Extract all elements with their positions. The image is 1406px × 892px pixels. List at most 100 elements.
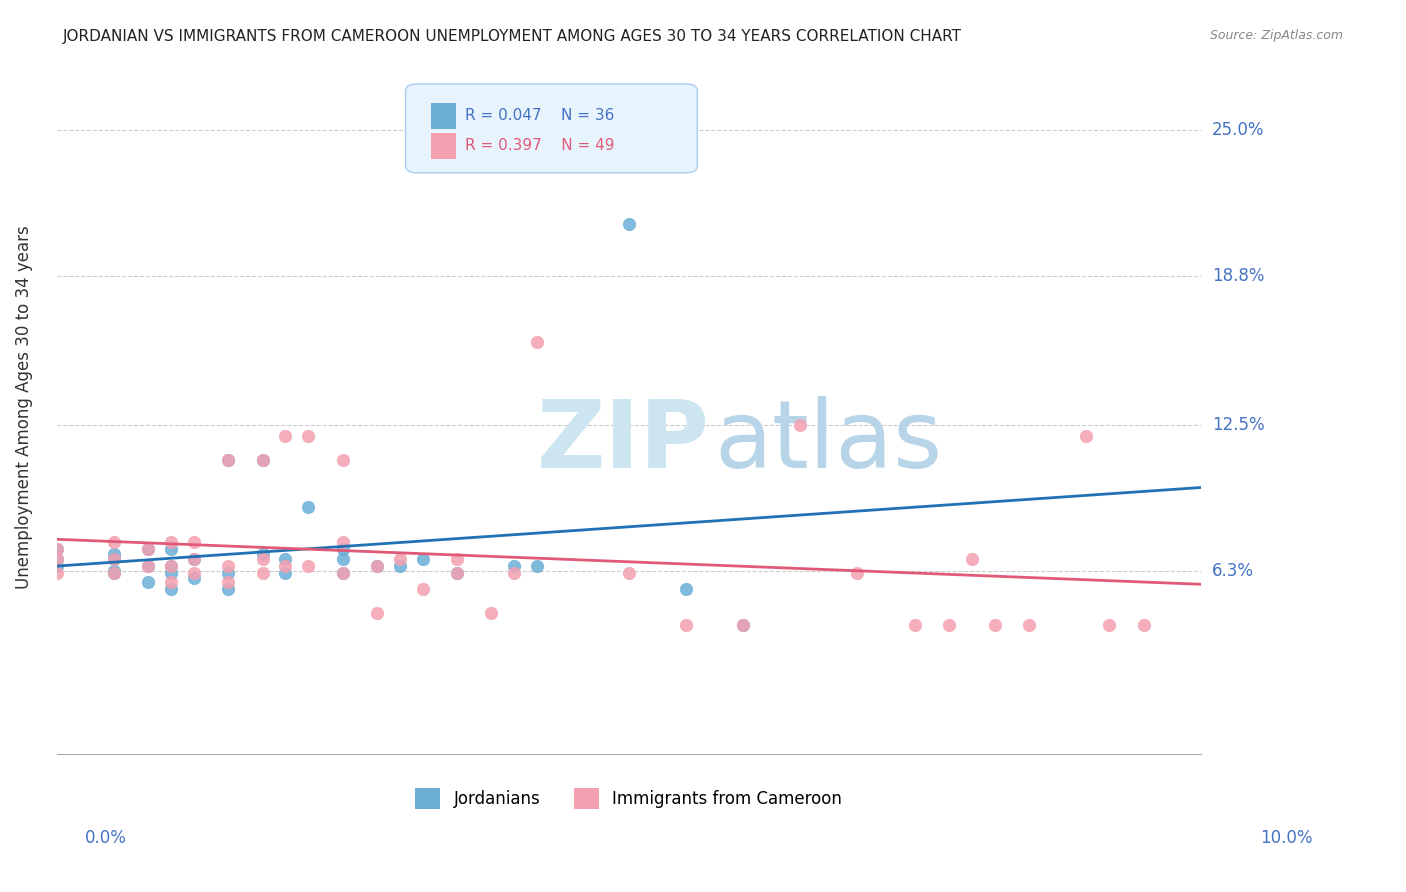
Text: 18.8%: 18.8% xyxy=(1212,268,1264,285)
Point xyxy=(904,617,927,632)
FancyBboxPatch shape xyxy=(430,103,456,129)
Point xyxy=(366,558,388,573)
Point xyxy=(1076,429,1098,443)
Point xyxy=(446,566,468,580)
Point xyxy=(617,566,640,580)
Text: ZIP: ZIP xyxy=(537,396,710,488)
Point xyxy=(412,551,434,566)
Text: R = 0.047    N = 36: R = 0.047 N = 36 xyxy=(465,108,614,123)
Text: 6.3%: 6.3% xyxy=(1212,562,1254,580)
Text: atlas: atlas xyxy=(714,396,943,488)
Point xyxy=(136,558,159,573)
Text: Source: ZipAtlas.com: Source: ZipAtlas.com xyxy=(1209,29,1343,42)
Y-axis label: Unemployment Among Ages 30 to 34 years: Unemployment Among Ages 30 to 34 years xyxy=(15,225,32,589)
Point xyxy=(183,551,205,566)
Point xyxy=(332,453,354,467)
Point xyxy=(183,566,205,580)
Point xyxy=(103,535,125,549)
Point xyxy=(274,566,297,580)
Text: 10.0%: 10.0% xyxy=(1260,829,1313,847)
Point xyxy=(274,558,297,573)
Point xyxy=(160,582,183,597)
Point xyxy=(103,547,125,561)
Point xyxy=(297,558,319,573)
Point xyxy=(160,566,183,580)
Point xyxy=(297,500,319,514)
Text: 12.5%: 12.5% xyxy=(1212,416,1264,434)
Point xyxy=(217,575,239,590)
Point xyxy=(183,571,205,585)
Point xyxy=(103,566,125,580)
Point xyxy=(412,582,434,597)
Point xyxy=(183,535,205,549)
Point xyxy=(446,551,468,566)
Point xyxy=(733,617,755,632)
Point xyxy=(45,551,67,566)
Point xyxy=(366,606,388,620)
Point xyxy=(503,558,526,573)
Point xyxy=(160,558,183,573)
Point xyxy=(252,453,274,467)
Point xyxy=(984,617,1007,632)
Point xyxy=(1098,617,1121,632)
Point xyxy=(217,558,239,573)
Point xyxy=(103,564,125,578)
FancyBboxPatch shape xyxy=(430,133,456,159)
Point xyxy=(217,582,239,597)
Point xyxy=(183,551,205,566)
Point xyxy=(503,566,526,580)
Point xyxy=(274,551,297,566)
Legend: Jordanians, Immigrants from Cameroon: Jordanians, Immigrants from Cameroon xyxy=(409,781,849,815)
Point xyxy=(217,566,239,580)
Point xyxy=(332,535,354,549)
Point xyxy=(274,429,297,443)
Point xyxy=(217,453,239,467)
Point xyxy=(388,558,411,573)
Point xyxy=(252,453,274,467)
Point xyxy=(252,547,274,561)
Point xyxy=(136,542,159,557)
Point xyxy=(675,617,697,632)
Point xyxy=(789,417,811,432)
Point xyxy=(160,535,183,549)
Point xyxy=(388,551,411,566)
Point xyxy=(332,542,354,557)
Point xyxy=(45,551,67,566)
Point xyxy=(136,558,159,573)
Point xyxy=(103,566,125,580)
Point xyxy=(526,335,548,350)
Point xyxy=(103,551,125,566)
Point xyxy=(846,566,869,580)
FancyBboxPatch shape xyxy=(405,84,697,173)
Text: 25.0%: 25.0% xyxy=(1212,121,1264,139)
Point xyxy=(446,566,468,580)
Point xyxy=(136,575,159,590)
Text: R = 0.397    N = 49: R = 0.397 N = 49 xyxy=(465,138,614,153)
Point xyxy=(103,551,125,566)
Point xyxy=(252,551,274,566)
Point xyxy=(1132,617,1154,632)
Point xyxy=(733,617,755,632)
Point xyxy=(938,617,960,632)
Point xyxy=(617,218,640,232)
Point xyxy=(526,558,548,573)
Point xyxy=(252,566,274,580)
Point xyxy=(160,558,183,573)
Text: 0.0%: 0.0% xyxy=(84,829,127,847)
Text: JORDANIAN VS IMMIGRANTS FROM CAMEROON UNEMPLOYMENT AMONG AGES 30 TO 34 YEARS COR: JORDANIAN VS IMMIGRANTS FROM CAMEROON UN… xyxy=(63,29,962,44)
Point xyxy=(479,606,502,620)
Point xyxy=(160,542,183,557)
Point xyxy=(332,551,354,566)
Point xyxy=(217,453,239,467)
Point xyxy=(160,575,183,590)
Point xyxy=(332,566,354,580)
Point xyxy=(45,542,67,557)
Point xyxy=(136,542,159,557)
Point xyxy=(45,558,67,573)
Point xyxy=(45,566,67,580)
Point xyxy=(297,429,319,443)
Point xyxy=(45,542,67,557)
Point xyxy=(366,558,388,573)
Point xyxy=(960,551,983,566)
Point xyxy=(1018,617,1040,632)
